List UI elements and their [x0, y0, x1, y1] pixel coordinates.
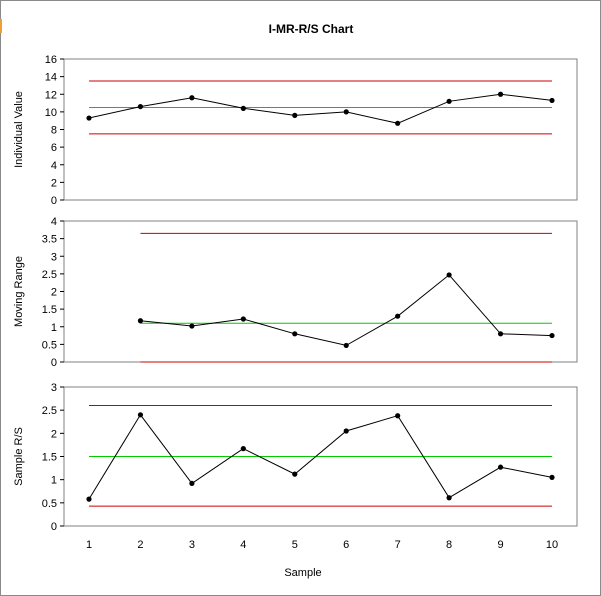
y-tick-label-1: 12	[45, 89, 57, 101]
y-tick-label-3: 1.5	[42, 452, 57, 464]
x-axis-label: Sample	[284, 567, 321, 579]
y-tick-label-2: 0.5	[42, 339, 57, 351]
data-point-2	[189, 323, 195, 329]
y-tick-label-1: 4	[51, 160, 57, 172]
data-point-1	[86, 115, 92, 121]
data-point-1	[395, 120, 401, 126]
data-point-2	[292, 331, 298, 337]
y-tick-label-3: 2	[51, 428, 57, 440]
y-tick-label-3: 1	[51, 475, 57, 487]
x-tick-label: 2	[137, 539, 143, 551]
chart-title: I-MR-R/S Chart	[269, 22, 354, 36]
series-line-3	[88, 413, 553, 500]
data-point-1	[343, 109, 349, 115]
data-point-3	[395, 413, 401, 419]
y-tick-label-3: 2.5	[42, 405, 57, 417]
data-point-3	[137, 412, 144, 418]
y-tick-label-1: 14	[45, 72, 57, 84]
y-tick-label-3: 0	[51, 521, 57, 533]
x-tick-label: 4	[240, 539, 246, 551]
data-point-2	[497, 331, 504, 337]
x-tick-label: 1	[86, 539, 92, 551]
y-tick-label-2: 3	[51, 251, 57, 263]
data-point-2	[395, 313, 401, 319]
x-tick-label: 5	[292, 539, 298, 551]
data-point-2	[549, 332, 555, 339]
y-tick-label-2: 2.5	[42, 269, 57, 281]
plot-area-1	[63, 58, 578, 201]
data-point-1	[189, 95, 195, 101]
y-tick-label-3: 3	[51, 382, 57, 394]
x-tick-label: 8	[446, 539, 452, 551]
data-point-3	[549, 474, 555, 480]
y-tick-label-1: 10	[45, 107, 57, 119]
data-point-2	[137, 318, 144, 324]
x-tick-label: 7	[395, 539, 401, 551]
y-axis-label-2: Moving Range	[13, 256, 25, 327]
y-tick-label-1: 2	[51, 177, 57, 189]
data-point-1	[292, 112, 298, 118]
data-point-3	[240, 446, 246, 452]
y-tick-label-2: 3.5	[42, 234, 57, 246]
data-point-3	[292, 471, 298, 477]
y-tick-label-2: 1	[51, 322, 57, 334]
data-point-3	[497, 464, 504, 470]
data-point-3	[446, 495, 452, 501]
x-tick-label: 9	[497, 539, 503, 551]
window-edge-accent	[0, 19, 2, 33]
data-point-1	[137, 103, 144, 110]
y-tick-label-2: 0	[51, 357, 57, 369]
data-point-1	[240, 105, 246, 111]
data-point-3	[86, 496, 92, 502]
y-axis-label-1: Individual Value	[13, 91, 25, 168]
data-point-1	[549, 97, 555, 104]
x-tick-label: 10	[546, 539, 558, 551]
data-point-3	[343, 428, 349, 434]
data-point-2	[446, 272, 452, 278]
x-tick-label: 3	[189, 539, 195, 551]
y-tick-label-1: 0	[51, 195, 57, 207]
data-point-3	[189, 480, 195, 486]
data-point-1	[497, 91, 504, 97]
y-tick-label-2: 4	[51, 216, 57, 228]
plot-area-2	[63, 220, 578, 363]
y-tick-label-1: 16	[45, 54, 57, 66]
y-tick-label-1: 6	[51, 142, 57, 154]
y-axis-label-3: Sample R/S	[13, 427, 25, 486]
data-point-2	[343, 342, 349, 349]
series-line-1	[88, 93, 553, 124]
y-tick-label-2: 2	[51, 287, 57, 299]
data-point-1	[446, 98, 452, 104]
y-tick-label-2: 1.5	[42, 304, 57, 316]
series-line-2	[140, 274, 553, 346]
y-tick-label-1: 8	[51, 125, 57, 137]
data-point-2	[240, 316, 246, 322]
y-tick-label-3: 0.5	[42, 498, 57, 510]
x-tick-label: 6	[343, 539, 349, 551]
